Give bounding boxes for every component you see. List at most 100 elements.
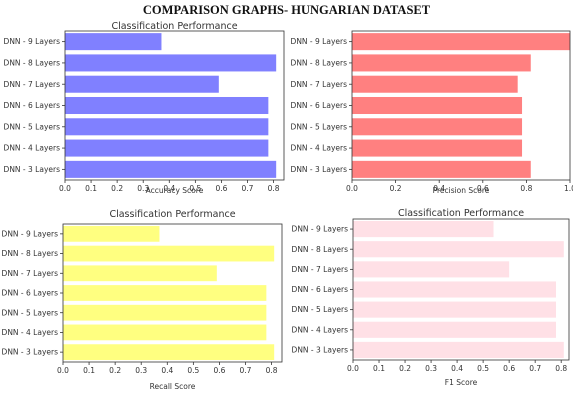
bar [352,96,523,115]
y-tick-label: DNN - 3 Layers [4,165,61,174]
y-tick-label: DNN - 3 Layers [291,165,348,174]
x-tick-label: 0.6 [213,366,225,375]
x-tick-label: 0.4 [161,366,173,375]
chart-title: Classification Performance [111,21,237,32]
bar [352,160,531,178]
bar [63,344,275,361]
x-tick-label: 0.5 [187,366,199,375]
y-tick-label: DNN - 5 Layers [2,308,59,317]
bar [65,33,162,51]
y-tick-label: DNN - 3 Layers [292,346,349,355]
x-tick-label: 0.5 [477,364,489,373]
bar [352,33,570,51]
y-tick-label: DNN - 7 Layers [2,269,59,278]
y-tick-label: DNN - 4 Layers [2,328,59,337]
x-tick-label: 0.2 [399,364,411,373]
x-tick-label: 0.1 [85,184,97,193]
y-tick-label: DNN - 5 Layers [4,122,61,131]
y-tick-label: DNN - 9 Layers [4,37,61,46]
y-tick-label: DNN - 9 Layers [292,225,349,234]
bar [65,139,269,157]
accuracy-chart: Classification Performance DNN - 3 Layers… [4,21,285,195]
bar [65,118,269,136]
recall-chart: Classification Performance DNN - 3 Layers… [2,209,283,391]
bar [353,281,556,298]
x-tick-label: 0.3 [137,184,149,193]
bar [353,221,494,238]
x-tick-label: 0.3 [135,366,147,375]
bar [352,139,523,157]
bar [65,54,277,72]
y-tick-label: DNN - 3 Layers [2,348,59,357]
y-tick-label: DNN - 5 Layers [292,305,349,314]
bar [353,301,556,318]
plot-frame [352,218,570,361]
y-tick-label: DNN - 4 Layers [292,325,349,334]
x-tick-label: 0.0 [59,184,71,193]
x-tick-label: 0.5 [189,184,201,193]
x-axis-label: Precision Score [433,186,490,195]
bar [352,75,518,93]
page-title: COMPARISON GRAPHS- HUNGARIAN DATASET [142,3,431,17]
f1-chart: Classification Performance DNN - 3 Layers… [292,208,570,387]
x-tick-label: 0.0 [347,364,359,373]
x-tick-label: 0.3 [425,364,437,373]
y-tick-label: DNN - 9 Layers [291,37,348,46]
bar [63,245,275,262]
bar [65,96,269,115]
y-tick-label: DNN - 8 Layers [292,245,349,254]
x-tick-label: 0.6 [477,184,489,193]
bar [65,75,219,93]
x-tick-label: 0.7 [529,364,541,373]
bar [63,265,217,282]
bar [353,261,510,278]
x-tick-label: 0.7 [242,184,254,193]
x-tick-label: 0.1 [83,366,95,375]
x-tick-label: 0.0 [346,184,358,193]
chart-title: Classification Performance [109,209,235,220]
bar [353,321,556,338]
bar [353,341,564,358]
x-tick-label: 0.8 [268,184,280,193]
bar [352,118,523,136]
x-tick-label: 0.7 [240,366,252,375]
x-tick-label: 0.2 [111,184,123,193]
bar [63,225,160,242]
x-tick-label: 0.8 [555,364,567,373]
y-tick-label: DNN - 7 Layers [4,80,61,89]
bar [65,160,277,178]
y-tick-label: DNN - 4 Layers [4,144,61,153]
y-tick-label: DNN - 4 Layers [291,144,348,153]
bar [352,54,531,72]
y-tick-label: DNN - 7 Layers [291,80,348,89]
x-tick-label: 0.4 [433,184,445,193]
x-tick-label: 0.6 [215,184,227,193]
x-tick-label: 0.1 [373,364,385,373]
plot-frame [62,223,283,363]
y-tick-label: DNN - 6 Layers [4,101,61,110]
y-tick-label: DNN - 8 Layers [291,59,348,68]
bar [63,304,267,321]
x-axis-label: Recall Score [150,382,196,391]
y-tick-label: DNN - 7 Layers [292,265,349,274]
x-tick-label: 0.2 [390,184,402,193]
x-tick-label: 0.8 [266,366,278,375]
x-tick-label: 0.0 [57,366,69,375]
x-tick-label: 0.6 [503,364,515,373]
y-tick-label: DNN - 6 Layers [292,285,349,294]
x-tick-label: 0.4 [451,364,463,373]
plot-frame [351,30,571,181]
x-axis-label: Accuracy Score [146,186,204,195]
bar [63,285,267,301]
chart-title: Classification Performance [398,208,524,219]
x-tick-label: 0.8 [520,184,532,193]
x-axis-label: F1 Score [445,378,478,387]
y-tick-label: DNN - 6 Layers [2,289,59,298]
y-tick-label: DNN - 6 Layers [291,101,348,110]
bar [353,241,564,258]
y-tick-label: DNN - 8 Layers [2,249,59,258]
y-tick-label: DNN - 5 Layers [291,122,348,131]
precision-chart: DNN - 3 Layers DNN - 4 Layers DNN - 5 Laye… [291,30,573,195]
x-tick-label: 1.0 [564,184,573,193]
x-tick-label: 0.2 [109,366,121,375]
